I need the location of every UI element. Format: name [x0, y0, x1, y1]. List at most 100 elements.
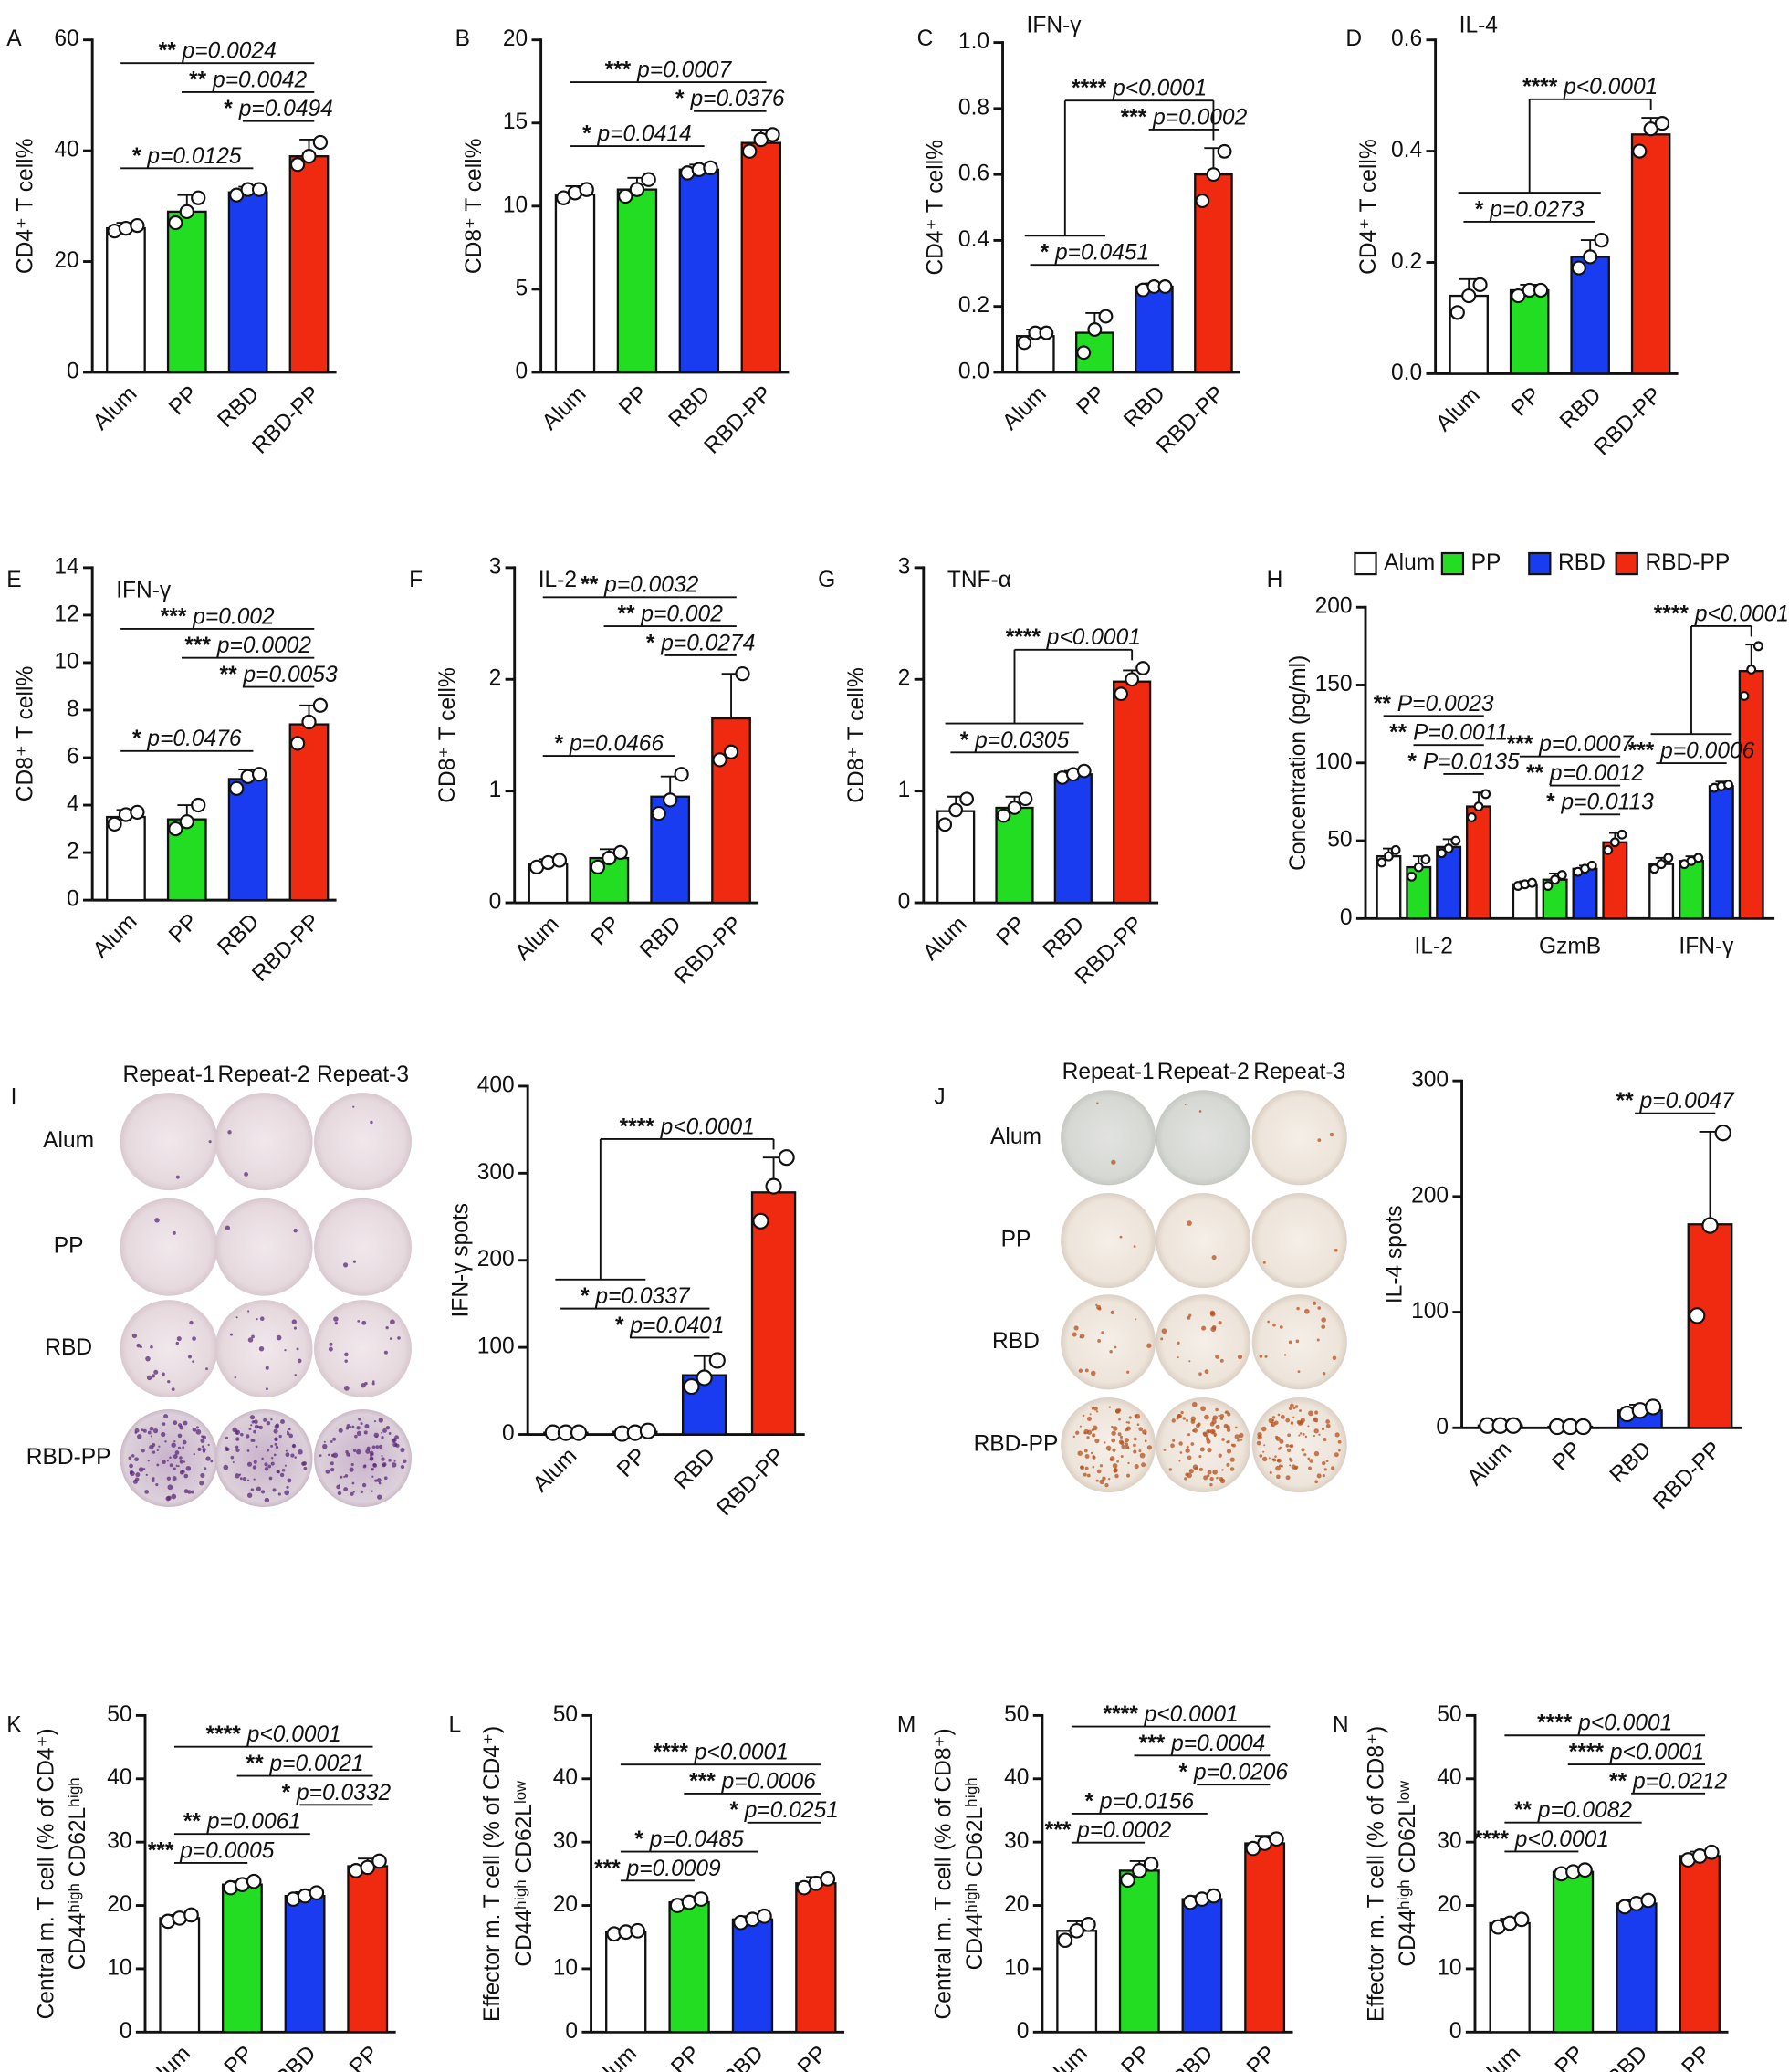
well-spot — [1286, 1448, 1292, 1453]
significance-label: * p=0.0376 — [675, 88, 785, 112]
y-tick-label: 40 — [553, 1765, 578, 1790]
significance-label: ** p=0.0212 — [1609, 1770, 1727, 1795]
x-tick-label: RBD — [635, 912, 686, 963]
data-point — [179, 204, 194, 220]
data-point — [1076, 345, 1092, 361]
well-spot — [1108, 1406, 1111, 1408]
well-spot — [1177, 1356, 1179, 1359]
y-tick-label: 30 — [553, 1829, 578, 1854]
well-spot — [275, 1445, 279, 1449]
well-spot — [1105, 1445, 1112, 1451]
well-image — [1156, 1294, 1251, 1390]
bar — [159, 1917, 201, 2034]
well-spot — [153, 1369, 159, 1375]
bar — [1244, 1842, 1286, 2034]
well-spot — [136, 1343, 141, 1348]
y-tick-label: 200 — [1315, 594, 1353, 619]
p-value: p=0.0047 — [1639, 1090, 1735, 1114]
well-spot — [1138, 1449, 1142, 1453]
well-spot — [1256, 1440, 1261, 1446]
well-spot — [1177, 1341, 1180, 1345]
x-tick-label: RBD — [213, 909, 264, 960]
well-spot — [323, 1440, 326, 1443]
well-spot — [291, 1443, 297, 1449]
well-spot — [1113, 1469, 1118, 1473]
panel-label: H — [1267, 568, 1283, 592]
x-tick-label: PP — [614, 382, 653, 420]
bar — [227, 191, 268, 374]
well-spot — [171, 1493, 177, 1500]
well-spot — [179, 1460, 184, 1464]
well-spot — [147, 1430, 152, 1435]
y-axis-label: Concentration (pg/ml) — [1286, 655, 1311, 871]
well-spot — [1207, 1474, 1210, 1478]
well-image — [214, 1093, 313, 1191]
well-spot — [1332, 1355, 1337, 1360]
well-spot — [1325, 1419, 1330, 1424]
well-spot — [351, 1481, 355, 1485]
well-spot — [1125, 1421, 1128, 1424]
x-tick-label: Alum — [510, 912, 564, 966]
well-image — [120, 1300, 218, 1398]
well-spot — [1119, 1435, 1124, 1439]
bar — [1630, 133, 1671, 375]
well-spot — [1281, 1465, 1283, 1468]
significance-stars: *** — [689, 1770, 716, 1795]
well-spot — [235, 1473, 240, 1479]
well-spot — [1133, 1437, 1137, 1441]
well-spot — [1313, 1428, 1319, 1434]
well-spot — [248, 1428, 252, 1430]
well-spot — [383, 1476, 388, 1481]
well-spot — [1262, 1450, 1265, 1453]
x-tick-label: RBD — [717, 2041, 769, 2072]
data-point — [752, 1212, 769, 1230]
bar — [227, 778, 268, 902]
significance-label: * p=0.0206 — [1179, 1761, 1289, 1785]
significance-stars: ** — [1616, 1090, 1635, 1114]
well-image — [1251, 1193, 1347, 1289]
well-spot — [235, 1437, 240, 1441]
data-point — [723, 744, 739, 759]
p-value: p=0.0476 — [146, 727, 241, 752]
y-tick-label: 3 — [898, 554, 911, 579]
well-spot — [272, 1488, 277, 1492]
well-spot — [344, 1359, 348, 1363]
well-spot — [1234, 1426, 1238, 1429]
data-point — [651, 805, 666, 821]
well-spot — [1083, 1472, 1087, 1477]
well-spot — [1120, 1440, 1125, 1446]
significance-stars: *** — [1139, 1732, 1166, 1756]
data-point — [168, 215, 183, 231]
well-spot — [1316, 1473, 1322, 1479]
well-spot — [1188, 1313, 1192, 1317]
well-spot — [181, 1470, 185, 1474]
data-point — [674, 767, 689, 782]
well-spot — [175, 1341, 179, 1345]
well-image — [1061, 1294, 1156, 1390]
x-tick-label: RBD-PP — [700, 382, 778, 459]
well-spot — [177, 1446, 182, 1449]
well-spot — [1095, 1303, 1098, 1306]
well-spot — [192, 1336, 196, 1341]
panel-label: E — [6, 568, 21, 592]
well-spot — [258, 1425, 264, 1430]
x-tick-label: Alum — [998, 382, 1051, 435]
well-spot — [239, 1432, 244, 1437]
well-image — [314, 1093, 412, 1191]
well-spot — [1288, 1340, 1292, 1345]
well-spot — [145, 1355, 151, 1362]
well-spot — [376, 1478, 382, 1483]
well-image — [1061, 1090, 1156, 1186]
y-tick-label: 40 — [54, 138, 78, 162]
significance-label: *** p=0.0009 — [594, 1857, 721, 1881]
well-spot — [1227, 1439, 1230, 1444]
well-spot — [235, 1448, 240, 1452]
well-spot — [322, 1443, 328, 1449]
significance-stars: **** — [654, 1741, 689, 1765]
well-spot — [1163, 1448, 1167, 1451]
well-spot — [1285, 1443, 1290, 1448]
p-value: P=0.0011 — [1413, 721, 1508, 746]
panel-label: J — [934, 1084, 945, 1109]
significance-label: **** p<0.0001 — [1104, 1702, 1239, 1727]
well-spot — [1277, 1447, 1282, 1450]
